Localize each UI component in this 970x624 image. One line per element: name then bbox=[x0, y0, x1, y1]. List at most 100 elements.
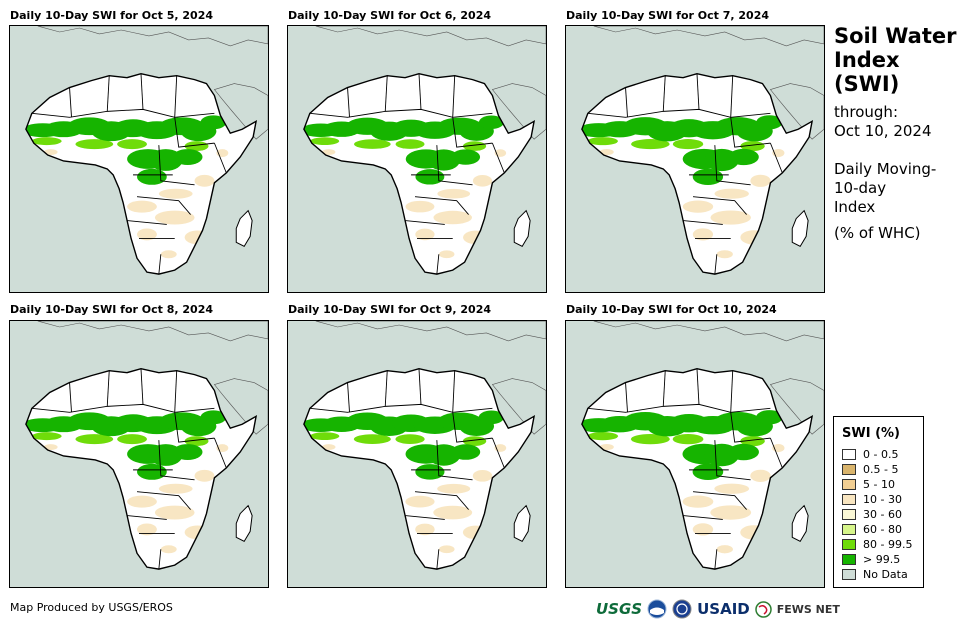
saturated-soil-patch bbox=[478, 115, 504, 130]
agency-logos: USGS USAID FEWS NET bbox=[596, 597, 840, 621]
country-border bbox=[436, 440, 473, 481]
dry-soil-patch bbox=[415, 228, 435, 241]
panel-title: Daily 10-Day SWI for Oct 9, 2024 bbox=[288, 303, 491, 316]
country-border bbox=[158, 145, 195, 186]
saturated-soil-patch bbox=[478, 410, 505, 425]
through-date: Oct 10, 2024 bbox=[834, 122, 932, 140]
country-border bbox=[452, 370, 456, 413]
legend-item: No Data bbox=[842, 567, 908, 582]
legend-swatch bbox=[842, 449, 856, 460]
madagascar-outline bbox=[235, 504, 253, 542]
dry-soil-patch bbox=[750, 469, 771, 482]
country-border bbox=[31, 403, 215, 413]
legend-item: 5 - 10 bbox=[842, 477, 895, 492]
dry-soil-patch bbox=[405, 200, 435, 213]
legend-item: 30 - 60 bbox=[842, 507, 902, 522]
swi-layer bbox=[303, 368, 507, 554]
africa-coastline bbox=[25, 367, 258, 570]
saturated-soil-patch bbox=[451, 149, 481, 165]
europe-outline bbox=[593, 321, 824, 342]
country-border bbox=[587, 108, 771, 118]
dry-soil-patch bbox=[194, 174, 215, 187]
saturated-soil-patch bbox=[692, 168, 724, 185]
saturated-soil-patch bbox=[172, 149, 203, 165]
africa-coastline bbox=[25, 72, 258, 275]
swi-map-oct-8 bbox=[9, 320, 269, 588]
saturated-soil-patch bbox=[200, 410, 227, 425]
country-border bbox=[136, 196, 191, 215]
country-border bbox=[730, 75, 734, 118]
units-label: (% of WHC) bbox=[834, 224, 921, 242]
swi-layer bbox=[25, 73, 229, 259]
saturated-soil-patch bbox=[728, 443, 759, 461]
index-description-line2: 10-day bbox=[834, 179, 887, 197]
index-description-line1: Daily Moving- bbox=[834, 160, 937, 178]
country-border bbox=[587, 403, 771, 413]
dry-soil-patch bbox=[321, 444, 336, 450]
map-title-block: Soil Water Index (SWI) through: Oct 10, … bbox=[834, 24, 970, 243]
moist-soil-patch bbox=[310, 432, 340, 441]
legend-swatch bbox=[842, 554, 856, 565]
europe-outline bbox=[37, 321, 268, 342]
country-border bbox=[492, 142, 505, 174]
saturated-soil-patch bbox=[200, 115, 227, 130]
europe-outline bbox=[315, 26, 546, 47]
madagascar-outline bbox=[791, 209, 809, 247]
moist-soil-patch bbox=[310, 137, 340, 145]
usaid-logo: USAID bbox=[697, 600, 750, 618]
legend-label: > 99.5 bbox=[863, 553, 901, 566]
dry-soil-patch bbox=[127, 495, 157, 508]
dry-soil-patch bbox=[43, 149, 58, 156]
moist-soil-patch bbox=[354, 139, 391, 149]
moist-soil-patch bbox=[184, 141, 209, 152]
country-border bbox=[662, 370, 666, 407]
legend-label: 0 - 0.5 bbox=[863, 448, 899, 461]
dry-soil-patch bbox=[158, 483, 193, 494]
dry-soil-patch bbox=[714, 188, 749, 199]
country-border bbox=[405, 515, 445, 520]
country-border bbox=[69, 87, 72, 118]
saturated-soil-patch bbox=[756, 115, 783, 130]
dry-soil-patch bbox=[437, 483, 471, 494]
dry-soil-patch bbox=[433, 505, 473, 520]
country-border bbox=[384, 370, 388, 407]
moist-soil-patch bbox=[31, 137, 62, 146]
nasa-seal-icon bbox=[672, 599, 692, 619]
country-border bbox=[770, 142, 783, 174]
moist-soil-patch bbox=[353, 434, 391, 444]
dry-soil-patch bbox=[154, 210, 195, 225]
saturated-soil-patch bbox=[728, 148, 759, 166]
madagascar-outline bbox=[513, 209, 531, 247]
country-border bbox=[174, 412, 215, 443]
legend-label: No Data bbox=[863, 568, 908, 581]
saturated-soil-patch bbox=[172, 444, 203, 460]
main-title-line1: Soil Water bbox=[834, 24, 957, 48]
through-label: through: bbox=[834, 103, 898, 121]
country-border bbox=[127, 220, 167, 225]
country-border bbox=[174, 370, 178, 413]
dry-soil-patch bbox=[160, 545, 177, 554]
panel-title: Daily 10-Day SWI for Oct 7, 2024 bbox=[566, 9, 769, 22]
dry-soil-patch bbox=[438, 545, 455, 554]
country-border bbox=[692, 196, 747, 215]
moist-soil-patch bbox=[463, 141, 487, 151]
noaa-logo-icon bbox=[647, 599, 667, 619]
country-border bbox=[309, 108, 493, 118]
legend-label: 0.5 - 5 bbox=[863, 463, 899, 476]
legend-item: 10 - 30 bbox=[842, 492, 902, 507]
dry-soil-patch bbox=[472, 175, 493, 187]
country-border bbox=[158, 440, 195, 481]
africa-coastline bbox=[303, 72, 536, 275]
dry-soil-patch bbox=[714, 483, 750, 494]
legend-swatch bbox=[842, 569, 856, 580]
saturated-soil-patch bbox=[137, 168, 167, 185]
dry-soil-patch bbox=[439, 250, 455, 259]
dry-soil-patch bbox=[158, 188, 193, 199]
country-border bbox=[158, 549, 162, 570]
country-border bbox=[683, 220, 723, 225]
moist-soil-patch bbox=[395, 434, 425, 444]
usgs-logo: USGS bbox=[596, 600, 643, 618]
legend-swatch bbox=[842, 494, 856, 505]
fews-globe-icon bbox=[754, 600, 772, 618]
moist-soil-patch bbox=[740, 141, 765, 152]
